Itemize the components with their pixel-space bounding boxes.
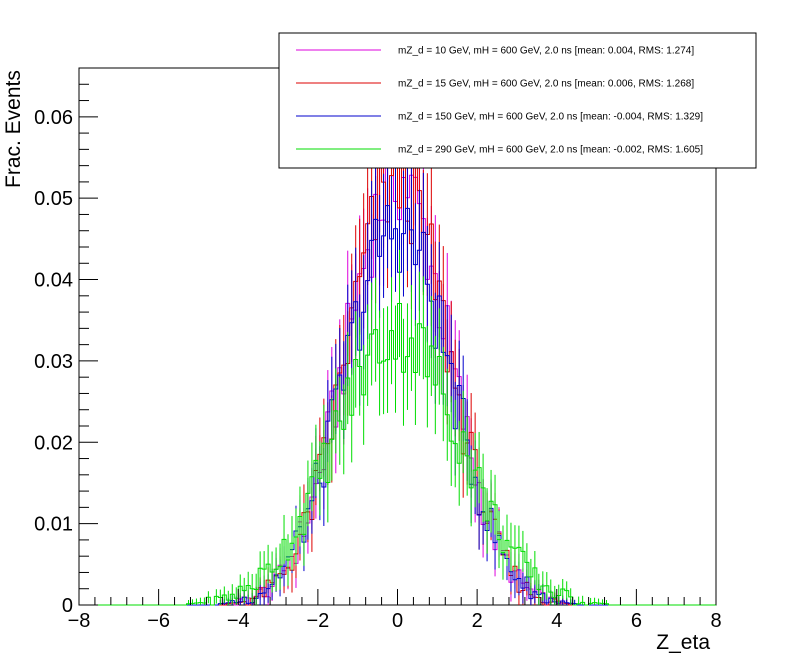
y-tick-label: 0.05 — [34, 188, 73, 210]
y-tick-labels: 0 0.01 0.02 0.03 0.04 0.05 0.06 — [34, 107, 73, 617]
x-tick-label: −2 — [306, 610, 329, 632]
x-tick-label: −6 — [147, 610, 170, 632]
x-tick-label: 4 — [551, 610, 562, 632]
x-tick-label: 6 — [631, 610, 642, 632]
legend-entry: mZ_d = 10 GeV, mH = 600 GeV, 2.0 ns [mea… — [398, 46, 694, 57]
legend-entry: mZ_d = 150 GeV, mH = 600 GeV, 2.0 ns [me… — [398, 112, 703, 123]
legend: mZ_d = 10 GeV, mH = 600 GeV, 2.0 ns [mea… — [278, 32, 757, 169]
legend-box — [278, 32, 757, 169]
x-tick-label: 0 — [392, 610, 403, 632]
x-tick-label: −4 — [227, 610, 250, 632]
x-tick-label: 2 — [472, 610, 483, 632]
x-tick-labels: −8 −6 −4 −2 0 2 4 6 8 — [68, 610, 722, 632]
legend-entry: mZ_d = 15 GeV, mH = 600 GeV, 2.0 ns [mea… — [398, 79, 694, 90]
series-line — [79, 302, 716, 606]
series-layer — [79, 68, 716, 606]
y-tick-label: 0 — [62, 595, 73, 617]
y-tick-label: 0.02 — [34, 432, 73, 454]
y-tick-label: 0.01 — [34, 514, 73, 536]
x-axis-title: Z_eta — [656, 631, 710, 654]
x-tick-label: 8 — [710, 610, 721, 632]
y-tick-label: 0.04 — [34, 270, 73, 292]
legend-entry: mZ_d = 290 GeV, mH = 600 GeV, 2.0 ns [me… — [398, 145, 703, 156]
y-axis-title: Frac. Events — [2, 70, 25, 188]
series-4 — [79, 249, 716, 606]
y-tick-label: 0.06 — [34, 107, 73, 129]
series-line — [79, 205, 716, 606]
tick-layer — [78, 67, 717, 606]
x-tick-label: −8 — [68, 610, 91, 632]
y-tick-label: 0.03 — [34, 351, 73, 373]
